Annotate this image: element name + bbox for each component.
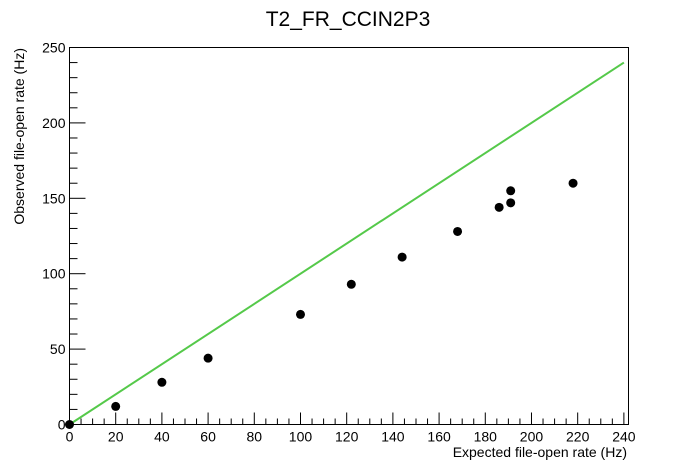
data-points <box>65 178 578 429</box>
data-point <box>506 186 516 196</box>
y-tick-label: 250 <box>42 40 66 56</box>
x-tick-labels: 0 20 40 60 80 100 120 140 160 180 200 220 240 <box>66 429 636 445</box>
x-tick-label: 200 <box>520 429 544 445</box>
x-tick-label: 80 <box>247 429 263 445</box>
data-point <box>157 377 167 387</box>
x-tick-label: 20 <box>108 429 124 445</box>
data-point <box>397 252 407 262</box>
data-point <box>494 202 504 212</box>
x-tick-label: 120 <box>335 429 359 445</box>
x-tick-label: 160 <box>427 429 451 445</box>
axis-ticks <box>69 47 625 425</box>
data-point <box>111 401 121 411</box>
plot-frame <box>69 47 629 425</box>
y-tick-label: 50 <box>50 341 66 357</box>
y-tick-label: 150 <box>42 190 66 206</box>
data-point <box>295 309 305 319</box>
reference-line <box>68 61 625 426</box>
data-point <box>65 420 74 429</box>
x-tick-label: 0 <box>66 429 74 445</box>
x-tick-label: 180 <box>474 429 498 445</box>
x-tick-label: 140 <box>381 429 405 445</box>
x-axis-title: Expected file-open rate (Hz) <box>453 444 627 460</box>
y-tick-label: 100 <box>42 266 66 282</box>
data-point <box>506 198 516 208</box>
x-tick-label: 40 <box>154 429 170 445</box>
data-point <box>568 178 578 188</box>
y-tick-label: 0 <box>58 417 66 433</box>
x-tick-label: 220 <box>566 429 590 445</box>
x-tick-label: 240 <box>612 429 636 445</box>
y-tick-label: 200 <box>42 115 66 131</box>
x-tick-label: 60 <box>200 429 216 445</box>
data-point <box>453 226 463 236</box>
data-point <box>346 279 356 289</box>
y-tick-labels: 0 50 100 150 200 250 <box>42 40 66 433</box>
data-point <box>203 353 213 363</box>
chart-title: T2_FR_CCIN2P3 <box>266 8 431 31</box>
y-axis-title: Observed file-open rate (Hz) <box>11 48 27 225</box>
x-tick-label: 100 <box>289 429 313 445</box>
reference-line-path <box>68 61 625 426</box>
